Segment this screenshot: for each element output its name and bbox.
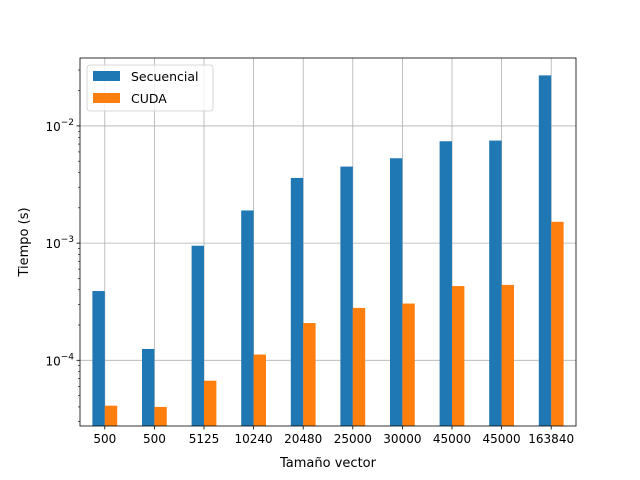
bar-cuda — [154, 406, 167, 426]
y-tick-label-exponent: −4 — [61, 352, 75, 362]
y-tick-label: 10−4 — [45, 352, 74, 368]
x-tick-label: 5125 — [189, 432, 220, 446]
bar-secuencial — [538, 75, 552, 426]
bar-cuda — [204, 380, 217, 426]
x-tick-label: 10240 — [235, 432, 273, 446]
legend-label: Secuencial — [131, 69, 199, 84]
x-tick-label: 25000 — [334, 432, 372, 446]
legend: Secuencial CUDA — [86, 64, 214, 112]
bar-secuencial — [290, 177, 304, 426]
x-tick-label: 45000 — [433, 432, 471, 446]
x-axis: 500 500 5125 10240 20480 25000 30000 45000 45000… — [93, 426, 574, 446]
bar-cuda — [501, 284, 514, 426]
bar-cuda — [253, 354, 266, 426]
legend-swatch — [93, 71, 120, 81]
legend-swatch — [93, 93, 120, 103]
bar-cuda — [104, 405, 118, 426]
bar-secuencial — [92, 291, 105, 426]
bar-cuda — [551, 221, 564, 426]
x-tick-label: 45000 — [483, 432, 521, 446]
y-tick-label-base: 10 — [45, 120, 60, 134]
bar-secuencial — [241, 210, 254, 426]
bar-cuda — [303, 323, 316, 426]
bar-cuda — [352, 307, 366, 426]
bar-secuencial — [439, 141, 452, 426]
bar-cuda — [402, 303, 415, 426]
x-tick-label: 163840 — [528, 432, 574, 446]
bar-secuencial — [489, 140, 502, 426]
x-tick-label: 500 — [143, 432, 166, 446]
bar-secuencial — [191, 245, 204, 426]
x-tick-label: 500 — [93, 432, 116, 446]
y-tick-label-exponent: −3 — [61, 235, 74, 245]
y-tick-label: 10−3 — [45, 235, 74, 251]
x-axis-label: Tamaño vector — [279, 456, 377, 471]
y-axis: 10−410−310−2 — [45, 69, 80, 422]
y-tick-label-exponent: −2 — [61, 118, 74, 128]
x-tick-label: 30000 — [383, 432, 421, 446]
x-tick-label: 20480 — [284, 432, 322, 446]
plot-frame — [79, 57, 577, 427]
y-axis-label: Tiempo (s) — [17, 207, 32, 277]
y-tick-label-base: 10 — [45, 354, 60, 368]
legend-label: CUDA — [131, 91, 167, 106]
bar-secuencial — [390, 158, 403, 426]
bars — [92, 75, 564, 426]
bar-secuencial — [340, 166, 353, 426]
bar-cuda — [452, 286, 465, 426]
y-tick-label: 10−2 — [45, 118, 74, 134]
bar-secuencial — [142, 348, 155, 426]
y-tick-label-base: 10 — [45, 237, 60, 251]
